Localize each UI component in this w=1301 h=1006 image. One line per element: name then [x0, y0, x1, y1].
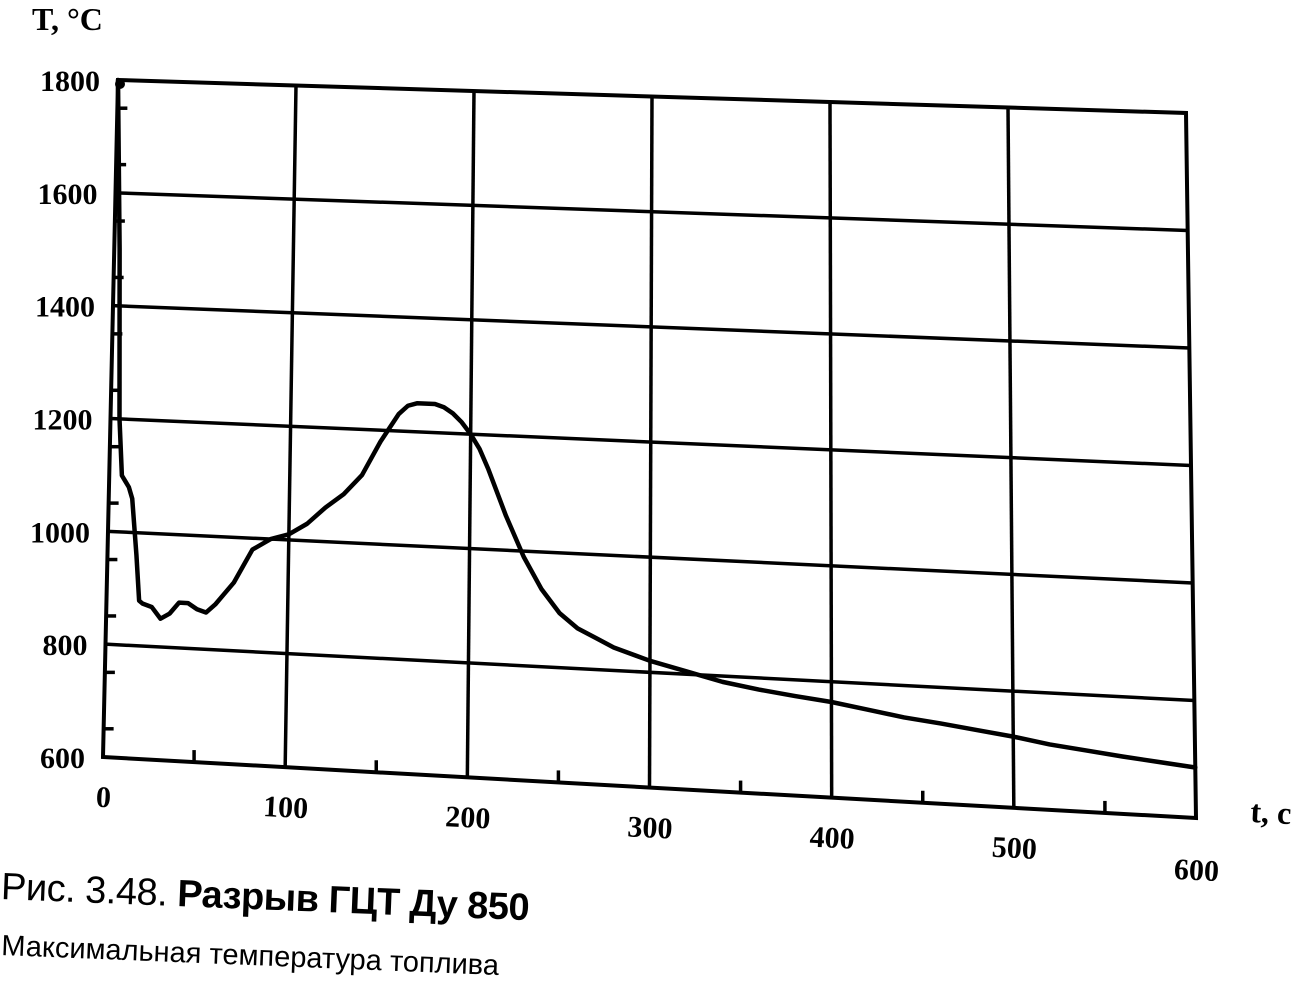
start-marker — [115, 79, 125, 89]
grid — [105, 85, 1195, 808]
x-tick-label: 500 — [991, 831, 1038, 866]
grid-line-y — [107, 529, 1193, 585]
y-tick-label: 600 — [40, 742, 85, 775]
x-tick-label: 100 — [262, 790, 309, 825]
x-tick-label: 400 — [809, 821, 856, 856]
y-tick-label: 1000 — [30, 516, 90, 549]
figure-number: Рис. 3.48. — [0, 866, 169, 915]
series-layer — [115, 77, 1198, 770]
y-tick-label: 1200 — [33, 404, 93, 437]
y-tick-label: 1600 — [38, 178, 98, 211]
plot-frame — [100, 77, 1199, 821]
y-tick-label: 1400 — [35, 291, 95, 324]
series-line-0 — [115, 77, 1198, 770]
grid-line-y — [112, 303, 1190, 350]
grid-line-y — [105, 642, 1195, 703]
y-tick-label: 1800 — [40, 65, 100, 98]
x-axis-title: t, c — [1250, 793, 1293, 831]
x-tick-label: 300 — [627, 810, 674, 845]
x-tick-label: 0 — [95, 781, 112, 815]
x-tick-label: 200 — [444, 800, 491, 835]
grid-line-y — [110, 416, 1192, 468]
x-tick-label: 600 — [1173, 853, 1220, 888]
y-axis-title: T, °C — [32, 1, 103, 37]
y-tick-label: 800 — [43, 629, 88, 662]
tick-labels: 600 800 1000 1200 1400 1600 1800 0 100 200 300 400 5… — [30, 65, 1220, 888]
grid-line-y — [115, 191, 1188, 233]
